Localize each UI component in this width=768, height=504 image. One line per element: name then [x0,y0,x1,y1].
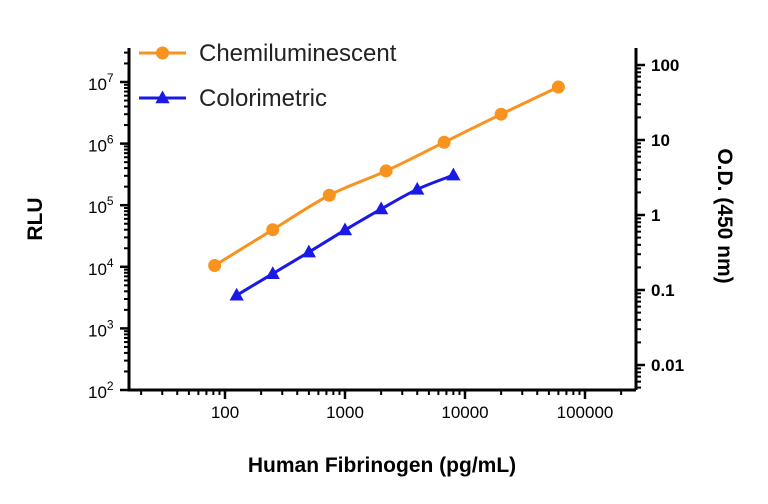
y-tick-label: 107 [88,71,114,94]
x-axis-title: Human Fibrinogen (pg/mL) [248,454,516,477]
data-point [379,164,393,178]
y-tick-label: 103 [88,317,114,340]
y2-axis-title: O.D. (450 nm) [713,148,736,283]
y2-tick-label: 100 [651,56,679,75]
data-point [266,223,280,237]
x-tick-label: 100 [211,403,239,422]
legend-marker-triangle [155,90,170,104]
data-point [437,135,451,149]
data-point [301,244,317,258]
legend-label: Chemiluminescent [199,40,397,67]
x-tick-label: 10000 [441,403,488,422]
y2-tick-label: 1 [651,206,660,225]
y2-tick-label: 0.01 [651,356,684,375]
legend-marker-circle [156,46,169,60]
y-tick-label: 102 [88,379,114,402]
data-point [229,287,244,301]
y-tick-label: 106 [88,133,114,156]
data-point [373,201,389,215]
legend: Chemiluminescent Colorimetric [139,40,397,112]
data-point [322,188,336,202]
tick-labels-group: 100 1000 10000 100000 102 103 104 105 106 107 0.01… [88,56,684,422]
x-tick-label: 1000 [326,403,364,422]
y2-tick-label: 0.1 [651,281,675,300]
data-point [446,167,461,181]
y-tick-label: 105 [88,194,114,217]
data-point [410,181,425,195]
data-point [551,80,565,94]
series-layer [208,80,565,301]
data-point [494,107,508,121]
data-point [208,258,222,272]
y2-tick-label: 10 [651,131,670,150]
ticks-group [120,51,645,399]
legend-label: Colorimetric [199,85,327,112]
data-point [265,266,280,279]
y-tick-label: 104 [88,256,114,279]
x-tick-label: 100000 [557,403,614,422]
data-point [337,222,353,236]
y-axis-title: RLU [24,197,47,240]
